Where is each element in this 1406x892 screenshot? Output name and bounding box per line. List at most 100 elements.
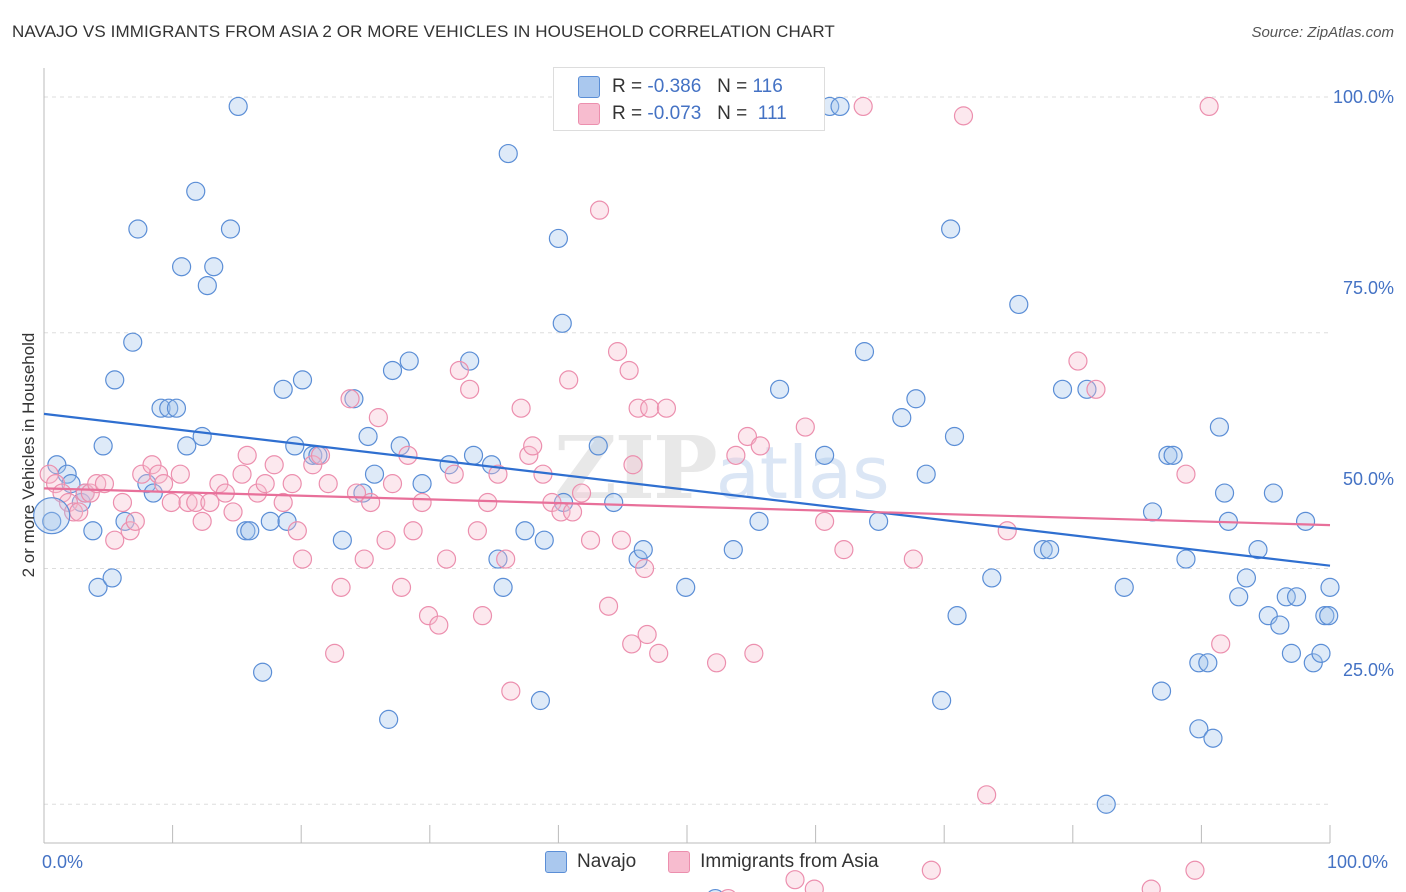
data-point-navajo [723, 540, 743, 560]
series-swatch-asia [668, 851, 691, 873]
data-point-navajo [906, 389, 926, 409]
y-tick-label-25: 25.0% [1342, 660, 1394, 680]
chart-title: NAVAJO VS IMMIGRANTS FROM ASIA 2 OR MORE… [12, 22, 835, 41]
data-point-navajo [552, 313, 572, 333]
data-point-asia [607, 342, 628, 362]
data-point-navajo [749, 511, 769, 531]
legend-n-label: N = [717, 76, 748, 97]
data-point-navajo [1203, 728, 1223, 748]
trend-line-navajo [43, 412, 1331, 567]
data-point-navajo [1311, 643, 1331, 663]
data-point-asia [87, 474, 107, 494]
data-point-navajo [115, 511, 135, 531]
data-point-asia [112, 492, 133, 513]
data-point-navajo [228, 96, 248, 117]
trend-line-asia [43, 487, 1331, 527]
data-point-navajo [128, 219, 148, 239]
data-point-navajo [488, 549, 508, 569]
data-point-navajo [633, 540, 653, 560]
data-point-navajo [830, 96, 850, 117]
data-point-asia [795, 417, 815, 437]
data-point-navajo [916, 464, 936, 484]
data-point-asia [94, 474, 115, 494]
data-point-navajo [534, 530, 554, 550]
data-point-asia [649, 643, 669, 663]
series-legend: Navajo Immigrants from Asia [545, 851, 879, 873]
data-point-asia [264, 455, 284, 475]
data-point-asia [192, 511, 212, 531]
data-point-navajo [493, 577, 513, 597]
data-point-navajo [1040, 540, 1060, 560]
data-point-navajo [83, 521, 103, 541]
legend-row-navajo: R = -0.386 N = 116 [554, 74, 783, 100]
data-point-asia [148, 464, 169, 484]
legend-swatch-navajo [578, 76, 600, 98]
data-point-asia [255, 474, 275, 494]
data-point-asia [287, 521, 307, 541]
data-point-navajo [177, 436, 197, 456]
data-point-asia [1141, 879, 1161, 892]
data-point-asia [368, 408, 388, 428]
data-point-navajo [285, 436, 305, 456]
data-point-asia [628, 398, 648, 418]
data-point-asia [161, 492, 181, 513]
data-point-asia [436, 549, 457, 569]
data-point-navajo [1295, 511, 1316, 531]
data-point-navajo [1096, 794, 1116, 814]
data-point-navajo [548, 228, 569, 249]
y-tick-label-75: 75.0% [1342, 278, 1394, 298]
data-point-asia [523, 436, 543, 456]
data-point-asia [1199, 96, 1219, 117]
data-point-navajo [588, 436, 608, 456]
data-point-asia [706, 653, 727, 673]
data-point-asia [467, 521, 487, 541]
data-point-asia [444, 464, 464, 484]
data-point-navajo [1189, 719, 1209, 739]
series-swatch-navajo [545, 851, 567, 873]
data-point-navajo [1198, 653, 1218, 673]
data-point-asia [511, 398, 531, 418]
data-point-navajo [1281, 643, 1302, 663]
data-point-asia [39, 464, 59, 484]
legend-n-label: N = [717, 103, 748, 124]
data-point-navajo [88, 577, 108, 597]
legend-r-label: R = [612, 76, 643, 97]
data-point-asia [853, 96, 873, 117]
data-point-navajo [379, 709, 399, 729]
data-point-navajo [399, 351, 419, 371]
data-point-asia [750, 436, 770, 456]
x-tick-label-max: 100.0% [1327, 852, 1389, 872]
data-point-asia [170, 464, 190, 484]
data-point-asia [1176, 464, 1196, 484]
data-point-navajo [1263, 483, 1284, 503]
data-point-navajo [159, 398, 179, 418]
data-point-asia [340, 389, 360, 409]
data-point-asia [737, 426, 758, 447]
legend-n-value: 111 [757, 103, 787, 124]
data-point-navajo [1276, 587, 1296, 607]
data-point-navajo [1236, 568, 1257, 588]
data-point-navajo [1114, 577, 1134, 597]
data-point-navajo [1151, 681, 1172, 701]
data-point-asia [496, 549, 516, 569]
data-point-navajo [941, 219, 961, 239]
data-point-asia [622, 634, 642, 654]
data-point-asia [903, 549, 923, 569]
series-label-asia: Immigrants from Asia [700, 851, 879, 872]
data-point-asia [834, 540, 854, 560]
legend-row-asia: R = -0.073 N = 111 [554, 101, 787, 127]
data-point-asia [282, 474, 302, 494]
data-point-navajo [498, 143, 518, 164]
data-point-asia [478, 492, 498, 513]
data-point-asia [361, 492, 381, 513]
data-point-asia [273, 492, 293, 513]
legend-r-value: -0.073 [647, 103, 702, 124]
data-point-asia [120, 521, 140, 541]
data-point-navajo [364, 464, 385, 484]
data-point-asia [382, 474, 403, 494]
data-point-navajo [1320, 577, 1340, 597]
data-point-navajo [123, 332, 143, 352]
data-point-navajo [273, 379, 293, 399]
data-point-asia [223, 502, 243, 522]
data-point-navajo [463, 445, 484, 465]
